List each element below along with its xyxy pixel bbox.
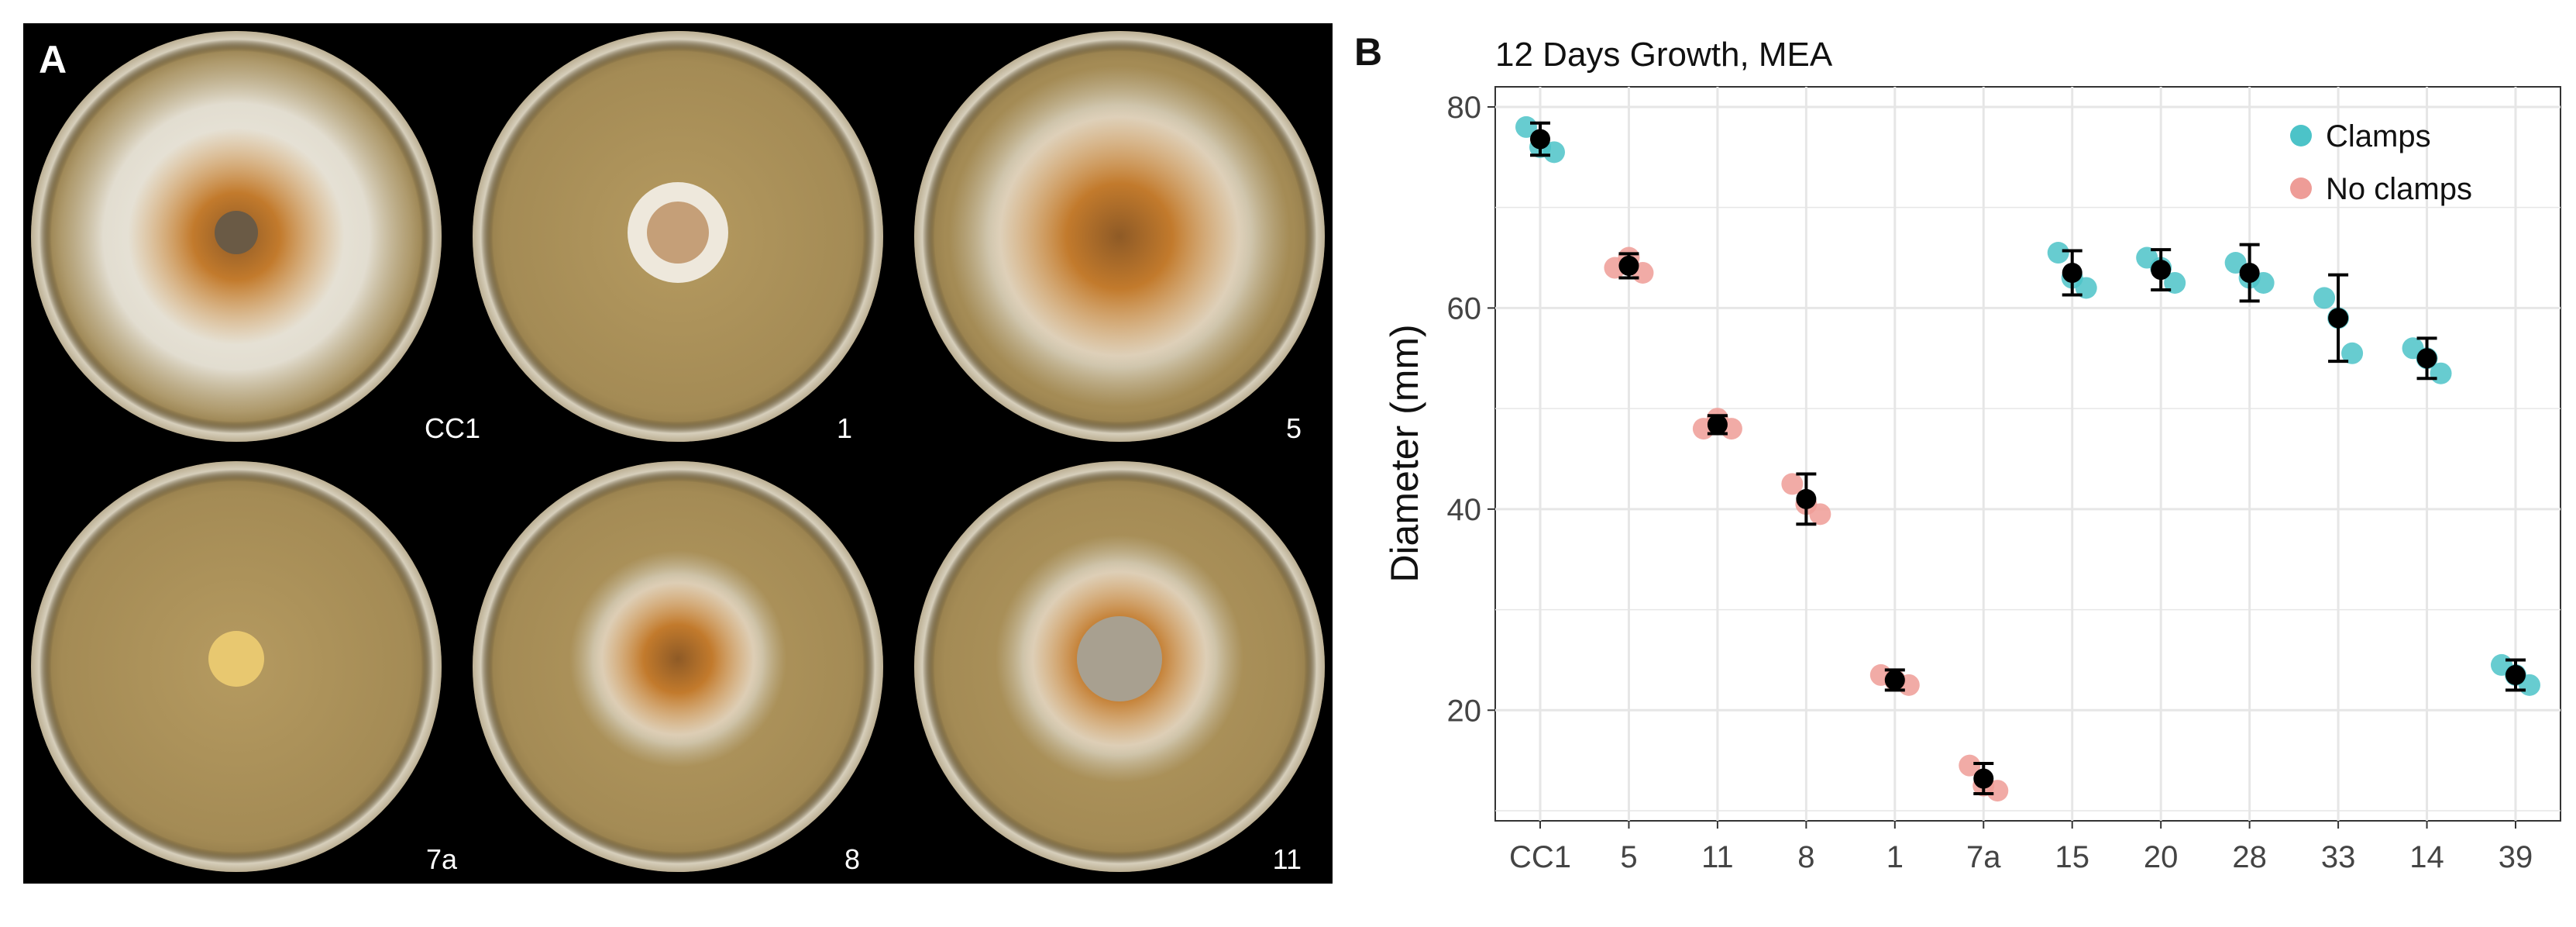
plate-label-7a: 7a [425,843,457,875]
plate-photo-panel: A CC1 1 5 7a 8 11 [23,23,1333,884]
growth-chart: 12 Days Growth, MEA 20 40 60 80 CC1 5 11 8 1 7a 1… [1383,36,2561,874]
y-tick-label: 20 [1447,694,1482,728]
x-tick-label: CC1 [1509,840,1571,874]
x-tick-label: 7a [1966,840,2001,874]
x-tick-label: 5 [1620,840,1637,874]
x-tick-label: 28 [2232,840,2267,874]
panel-a-letter: A [39,38,67,81]
x-tick-label: 39 [2499,840,2533,874]
y-tick-label: 60 [1447,291,1482,326]
x-tick-label: 20 [2144,840,2179,874]
x-tick-label: 15 [2055,840,2089,874]
mean-point [2328,308,2349,329]
mean-point [2416,348,2437,369]
mean-point [1796,488,1817,509]
mean-point [2239,262,2260,283]
legend-no-clamps-label: No clamps [2326,172,2472,206]
data-point [2341,342,2364,364]
x-tick-label: 14 [2409,840,2444,874]
data-point [2047,242,2069,264]
mean-point [2151,260,2172,281]
plate-label-5: 5 [1285,412,1302,444]
data-point [1543,141,1565,164]
plot-area [1494,86,2561,822]
x-tick-label: 1 [1886,840,1904,874]
y-axis-ticks: 20 40 60 80 [1447,91,1495,728]
plate-photo-grid [31,31,1325,872]
data-point [2313,287,2336,309]
mean-point [1884,670,1905,691]
plate-5 [914,31,1325,442]
mean-point [1618,255,1639,276]
grid-lines [1495,87,2561,821]
panel-b-letter: B [1354,30,1383,74]
x-axis-ticks: CC1 5 11 8 1 7a 15 20 28 33 14 39 [1509,821,2533,874]
y-tick-label: 80 [1447,91,1482,125]
data-point [1781,473,1804,495]
mean-point [1707,414,1728,435]
plate-11 [914,461,1325,872]
mean-point [1973,768,1994,789]
x-tick-label: 33 [2321,840,2356,874]
chart-panel: 12 Days Growth, MEA 20 40 60 80 CC1 5 11 8 1 7a 1… [1348,0,2576,927]
y-tick-label: 40 [1447,493,1482,527]
plate-cc1 [31,31,442,442]
y-axis-title: Diameter (mm) [1383,324,1426,582]
plate-8 [473,461,883,872]
data-point [2075,277,2097,299]
mean-point [1530,129,1550,150]
x-tick-label: 11 [1701,840,1734,874]
data-point [1809,503,1831,526]
plate-7a [31,461,442,872]
mean-point [2062,262,2082,283]
chart-title: 12 Days Growth, MEA [1495,36,1833,74]
plate-1 [473,31,883,442]
x-tick-label: 8 [1797,840,1814,874]
legend-clamps-marker [2290,125,2312,146]
plate-label-1: 1 [836,412,852,444]
data-point [2164,271,2186,294]
mean-point [2505,664,2526,685]
data-marks [1515,115,2540,802]
plate-label-11: 11 [1272,843,1302,875]
data-point [1959,754,1981,777]
plate-label-cc1: CC1 [424,412,480,444]
legend-no-clamps-marker [2290,177,2312,199]
legend: Clamps No clamps [2290,119,2472,206]
plate-label-8: 8 [844,843,860,875]
legend-clamps-label: Clamps [2326,119,2431,153]
data-point [1986,780,2009,802]
